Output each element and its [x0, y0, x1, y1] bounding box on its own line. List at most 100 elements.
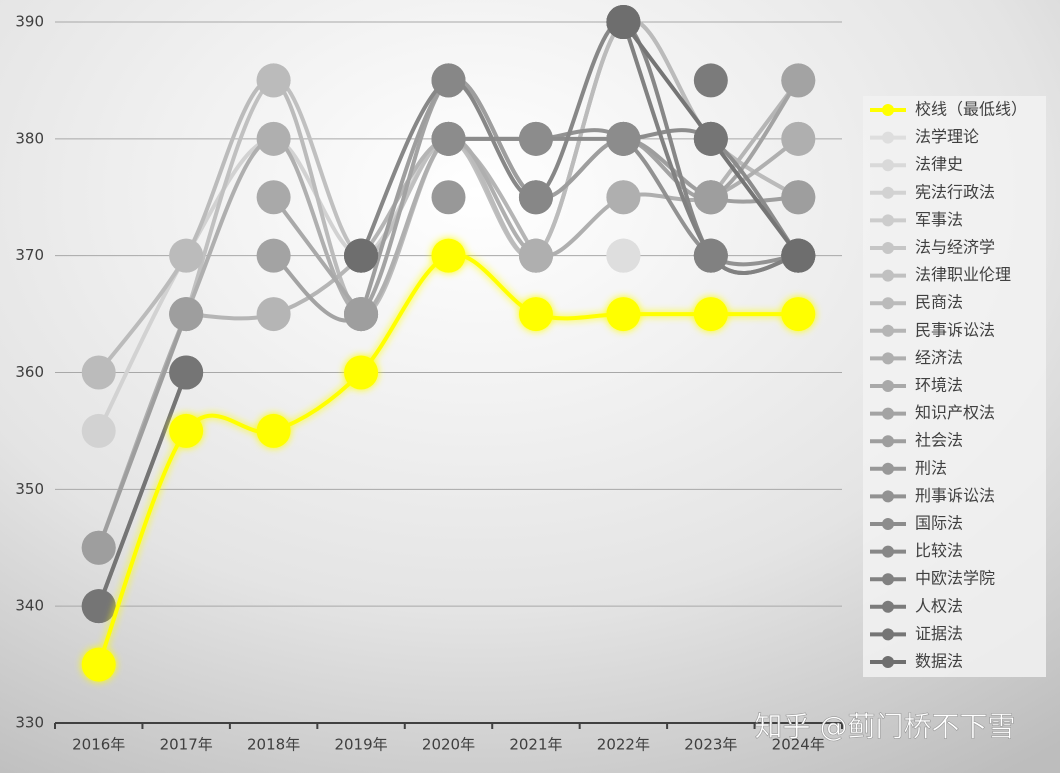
legend-label: 刑法 — [915, 458, 947, 477]
legend-label: 军事法 — [915, 210, 963, 229]
series — [81, 238, 816, 682]
series — [693, 63, 728, 98]
legend-marker — [882, 600, 894, 613]
x-tick-label: 2020年 — [422, 736, 475, 754]
y-tick-label: 330 — [15, 714, 44, 732]
point — [256, 413, 291, 448]
legend-label: 中欧法学院 — [915, 569, 995, 588]
point — [344, 297, 379, 332]
point — [169, 413, 204, 448]
legend-label: 人权法 — [915, 596, 963, 615]
legend-marker — [882, 545, 894, 558]
legend-marker — [882, 490, 894, 503]
legend-label: 比较法 — [915, 541, 963, 560]
point — [781, 297, 816, 332]
legend-label: 刑事诉讼法 — [915, 486, 995, 505]
x-tick-label: 2018年 — [247, 736, 300, 754]
x-tick-label: 2019年 — [334, 736, 387, 754]
point — [169, 355, 204, 390]
point — [81, 647, 116, 682]
point — [518, 180, 553, 215]
point — [81, 355, 116, 390]
point — [518, 297, 553, 332]
legend-marker — [882, 104, 894, 116]
legend-marker — [882, 656, 894, 668]
legend-marker — [882, 573, 894, 586]
point — [606, 238, 641, 273]
legend-marker — [882, 297, 894, 310]
x-tick-label: 2016年 — [72, 736, 125, 754]
y-tick-label: 380 — [15, 129, 44, 147]
point — [606, 297, 641, 332]
line — [96, 136, 800, 549]
point — [518, 121, 553, 156]
x-tick-label: 2022年 — [597, 736, 650, 754]
legend-marker — [882, 159, 894, 172]
legend-marker — [882, 518, 894, 530]
legend-label: 宪法行政法 — [915, 182, 995, 201]
series — [606, 238, 641, 273]
legend-marker — [882, 462, 894, 475]
legend-label: 经济法 — [915, 348, 963, 367]
watermark: 知乎 @蓟门桥不下雪 — [755, 710, 1016, 743]
point — [431, 121, 466, 156]
legend-marker — [882, 628, 894, 641]
point — [256, 63, 291, 98]
point — [81, 413, 116, 448]
point — [169, 238, 204, 273]
point — [344, 355, 379, 390]
point — [81, 530, 116, 565]
legend-label: 社会法 — [915, 431, 963, 450]
y-tick-label: 350 — [15, 480, 44, 498]
x-tick-label: 2024年 — [772, 736, 825, 754]
point — [256, 121, 291, 156]
legend-marker — [882, 269, 894, 282]
legend-marker — [882, 352, 894, 365]
point — [81, 589, 116, 624]
point — [606, 180, 641, 215]
point — [781, 63, 816, 98]
x-tick-label: 2017年 — [160, 736, 213, 754]
point — [693, 121, 728, 156]
legend-label: 校线（最低线） — [915, 100, 1027, 119]
legend-marker — [882, 242, 894, 254]
legend-label: 国际法 — [915, 514, 963, 533]
point — [431, 238, 466, 273]
point — [344, 238, 379, 273]
legend-label: 法与经济学 — [915, 238, 995, 257]
legend-label: 法律职业伦理 — [915, 265, 1011, 284]
point — [693, 180, 728, 215]
x-tick-label: 2021年 — [509, 736, 562, 754]
point — [606, 121, 641, 156]
legend-marker — [882, 131, 894, 144]
point — [781, 238, 816, 273]
legend-label: 知识产权法 — [915, 403, 995, 422]
point — [781, 180, 816, 215]
legend-label: 民事诉讼法 — [915, 320, 995, 339]
legend-marker — [882, 380, 894, 392]
point — [256, 238, 291, 273]
legend-label: 数据法 — [915, 652, 963, 671]
point — [256, 180, 291, 215]
y-tick-label: 390 — [15, 13, 44, 31]
x-tick-label: 2023年 — [684, 736, 737, 754]
point — [518, 238, 553, 273]
legend-label: 法律史 — [915, 155, 963, 174]
point — [693, 63, 728, 98]
point — [431, 180, 466, 215]
y-tick-label: 340 — [15, 597, 44, 615]
legend-label: 民商法 — [915, 293, 963, 312]
legend-marker — [882, 324, 894, 337]
point — [781, 121, 816, 156]
point — [431, 63, 466, 98]
point — [693, 297, 728, 332]
series — [344, 5, 816, 273]
legend-marker — [882, 407, 894, 420]
y-tick-label: 370 — [15, 246, 44, 264]
y-tick-label: 360 — [15, 363, 44, 381]
point — [693, 238, 728, 273]
legend-label: 环境法 — [915, 376, 963, 395]
legend-marker — [882, 214, 894, 227]
legend-label: 证据法 — [915, 624, 963, 643]
